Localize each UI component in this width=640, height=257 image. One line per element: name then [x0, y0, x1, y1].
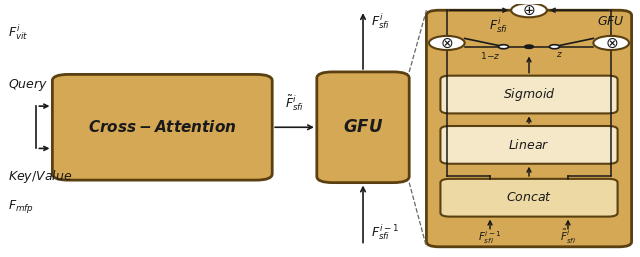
Text: $\tilde{F}^{i}_{sfi}$: $\tilde{F}^{i}_{sfi}$ — [560, 227, 576, 245]
Text: $\tilde{F}^{i}_{sfi}$: $\tilde{F}^{i}_{sfi}$ — [285, 94, 304, 113]
Text: $\otimes$: $\otimes$ — [440, 35, 454, 50]
Circle shape — [549, 45, 559, 49]
Text: $F^{i}_{sfi}$: $F^{i}_{sfi}$ — [371, 12, 390, 31]
Circle shape — [429, 36, 465, 50]
FancyBboxPatch shape — [440, 76, 618, 113]
Text: $F^{i}_{sfi}$: $F^{i}_{sfi}$ — [488, 15, 508, 35]
Text: $\mathit{GFU}$: $\mathit{GFU}$ — [598, 15, 625, 28]
Circle shape — [593, 36, 629, 50]
Text: $\bfit{GFU}$: $\bfit{GFU}$ — [343, 119, 383, 136]
FancyBboxPatch shape — [440, 179, 618, 217]
Text: $\mathit{Query}$: $\mathit{Query}$ — [8, 77, 48, 93]
FancyBboxPatch shape — [440, 126, 618, 164]
Text: $\mathit{Concat}$: $\mathit{Concat}$ — [506, 191, 552, 204]
Text: $\otimes$: $\otimes$ — [605, 35, 618, 50]
Text: $F^{i-1}_{sfi}$: $F^{i-1}_{sfi}$ — [371, 223, 399, 242]
Circle shape — [511, 3, 547, 17]
Text: $1\!-\!z$: $1\!-\!z$ — [479, 50, 500, 61]
Text: $\mathit{Linear}$: $\mathit{Linear}$ — [508, 138, 550, 152]
Text: $\bfit{Cross-Attention}$: $\bfit{Cross-Attention}$ — [88, 119, 237, 135]
Text: $\oplus$: $\oplus$ — [522, 3, 536, 18]
Text: $z$: $z$ — [556, 50, 563, 59]
FancyBboxPatch shape — [52, 75, 272, 180]
Text: $\mathit{Key/Value}$: $\mathit{Key/Value}$ — [8, 168, 72, 185]
Circle shape — [525, 45, 534, 49]
Text: $F^{i-1}_{sfi}$: $F^{i-1}_{sfi}$ — [478, 229, 502, 245]
FancyBboxPatch shape — [317, 72, 409, 183]
FancyBboxPatch shape — [426, 10, 632, 247]
Text: $F^{i}_{vit}$: $F^{i}_{vit}$ — [8, 22, 28, 42]
Text: $F_{mfp}$: $F_{mfp}$ — [8, 198, 34, 215]
Circle shape — [499, 45, 509, 49]
Text: $\mathit{Sigmoid}$: $\mathit{Sigmoid}$ — [502, 86, 556, 103]
